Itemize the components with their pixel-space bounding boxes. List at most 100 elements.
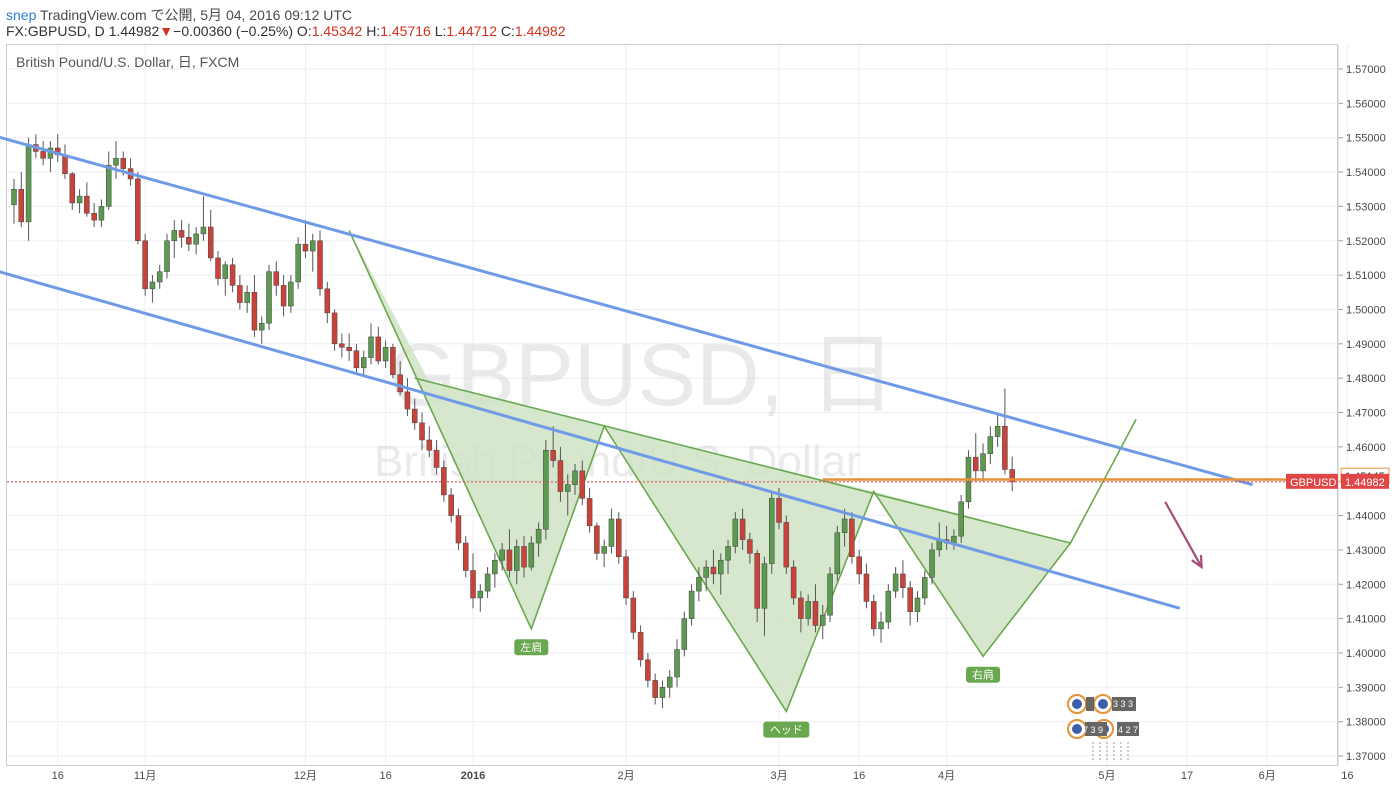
price-tick-label: 1.55000 bbox=[1346, 133, 1386, 145]
price-tick-label: 1.50000 bbox=[1346, 304, 1386, 316]
price-tick-label: 1.39000 bbox=[1346, 682, 1386, 694]
time-tick-label: 16 bbox=[1341, 770, 1353, 782]
candle-body bbox=[849, 518, 855, 558]
event-count-b: 7 3 9 bbox=[1083, 725, 1103, 735]
candle-body bbox=[710, 566, 717, 575]
label-left-shoulder: 左肩 bbox=[520, 640, 542, 654]
price-tick-label: 1.49000 bbox=[1346, 339, 1386, 351]
candle-body bbox=[499, 549, 505, 561]
candle-body bbox=[135, 178, 141, 241]
candle-body bbox=[11, 188, 17, 205]
candle-body bbox=[448, 494, 454, 516]
candle-body bbox=[215, 257, 221, 279]
candle-body bbox=[856, 556, 862, 575]
candle-body bbox=[914, 597, 921, 612]
last-price: 1.44982 bbox=[108, 23, 160, 39]
price-tick-label: 1.54000 bbox=[1346, 167, 1386, 179]
candle-body bbox=[623, 556, 629, 599]
candle-body bbox=[346, 346, 352, 351]
price-tick-label: 1.57000 bbox=[1346, 64, 1386, 76]
event-marker-gbp-1-flag-icon bbox=[1072, 699, 1082, 709]
candle-body bbox=[870, 601, 877, 630]
label-head-bg bbox=[763, 721, 810, 738]
head-area bbox=[604, 426, 874, 712]
candle-body bbox=[674, 649, 680, 678]
candle-body bbox=[885, 590, 892, 623]
head-shoulders-pattern[interactable] bbox=[348, 230, 1137, 714]
candle-body bbox=[62, 154, 68, 175]
candle-body bbox=[506, 549, 513, 571]
time-tick-label: 11月 bbox=[134, 770, 156, 782]
candle-body bbox=[360, 357, 367, 369]
candle-body bbox=[164, 240, 170, 272]
price-tags: 1.45145GBPUSD1.44982 bbox=[1286, 467, 1390, 489]
trend-drawings[interactable] bbox=[0, 117, 1338, 610]
candle-body bbox=[193, 233, 199, 245]
price-tick-label: 1.56000 bbox=[1346, 98, 1386, 110]
time-tick-label: 12月 bbox=[294, 770, 317, 782]
symbol-tag-bg bbox=[1286, 473, 1338, 489]
candle-body bbox=[244, 292, 250, 303]
candle-body bbox=[25, 144, 32, 223]
publish-text: TradingView.com で公開, 5月 04, 2016 09:12 U… bbox=[40, 7, 353, 23]
time-tick-label: 16 bbox=[853, 770, 865, 782]
candle-body bbox=[645, 659, 651, 681]
candle-body bbox=[331, 312, 338, 345]
candle-body bbox=[397, 374, 403, 393]
candle-body bbox=[761, 563, 768, 609]
candle-body bbox=[266, 271, 272, 324]
candle-body bbox=[528, 542, 535, 568]
price-tick-label: 1.38000 bbox=[1346, 717, 1386, 729]
candle-body bbox=[513, 546, 520, 571]
candle-body bbox=[18, 188, 25, 223]
candle-body bbox=[819, 614, 826, 626]
candle-body bbox=[586, 498, 593, 527]
symbol-label[interactable]: FX:GBPUSD, D bbox=[6, 23, 105, 39]
candle-body bbox=[470, 570, 476, 599]
candle-body bbox=[222, 264, 229, 279]
candle-body bbox=[564, 484, 571, 492]
candle-body bbox=[353, 350, 360, 369]
candle-body bbox=[288, 281, 294, 307]
candle-body bbox=[900, 573, 906, 588]
candle-body bbox=[557, 460, 564, 492]
event-markers[interactable]: 3 3 3 7 3 9 4 2 7 bbox=[1067, 694, 1139, 762]
price-tick-label: 1.40000 bbox=[1346, 648, 1386, 660]
candle-body bbox=[302, 243, 309, 252]
candle-body bbox=[390, 346, 396, 375]
author-link[interactable]: snep bbox=[6, 7, 37, 23]
candle-body bbox=[907, 587, 913, 612]
candle-body bbox=[309, 240, 316, 252]
candle-body bbox=[790, 566, 797, 599]
candle-body bbox=[273, 271, 280, 286]
event-count-box-c bbox=[1085, 722, 1107, 736]
price-tick-label: 1.47000 bbox=[1346, 408, 1386, 420]
channel-upper-line bbox=[0, 135, 1254, 487]
candle-body bbox=[980, 453, 986, 472]
symbol-tag: GBPUSD bbox=[1290, 477, 1337, 489]
close-label: C: bbox=[500, 23, 515, 39]
forecast-arrow-shaft bbox=[1164, 501, 1203, 568]
chart-legend[interactable]: British Pound/U.S. Dollar, 日, FXCM bbox=[16, 54, 239, 70]
price-tick-label: 1.46000 bbox=[1346, 442, 1386, 454]
price-tick-label: 1.42000 bbox=[1346, 579, 1386, 591]
label-right-shoulder: 右肩 bbox=[972, 668, 994, 682]
close-value: 1.44982 bbox=[514, 23, 566, 39]
candle-body bbox=[433, 450, 440, 468]
event-marker-gbp-2-flag-icon bbox=[1098, 699, 1108, 709]
candle-body bbox=[280, 285, 287, 307]
time-tick-label: 4月 bbox=[938, 770, 955, 782]
candle-body bbox=[120, 158, 127, 169]
candle-body bbox=[229, 264, 236, 286]
last-price-tag-bg bbox=[1341, 473, 1389, 489]
time-tick-label: 6月 bbox=[1259, 770, 1276, 782]
candle-body bbox=[207, 226, 214, 259]
candle-body bbox=[841, 518, 848, 533]
channel-lower-line bbox=[0, 270, 1181, 610]
event-count-c: 4 2 7 bbox=[1118, 725, 1138, 735]
candle-body bbox=[149, 281, 156, 290]
down-arrow-icon: ▼ bbox=[159, 23, 174, 39]
label-right-shoulder-bg bbox=[966, 666, 1001, 683]
candle-body bbox=[922, 577, 928, 599]
